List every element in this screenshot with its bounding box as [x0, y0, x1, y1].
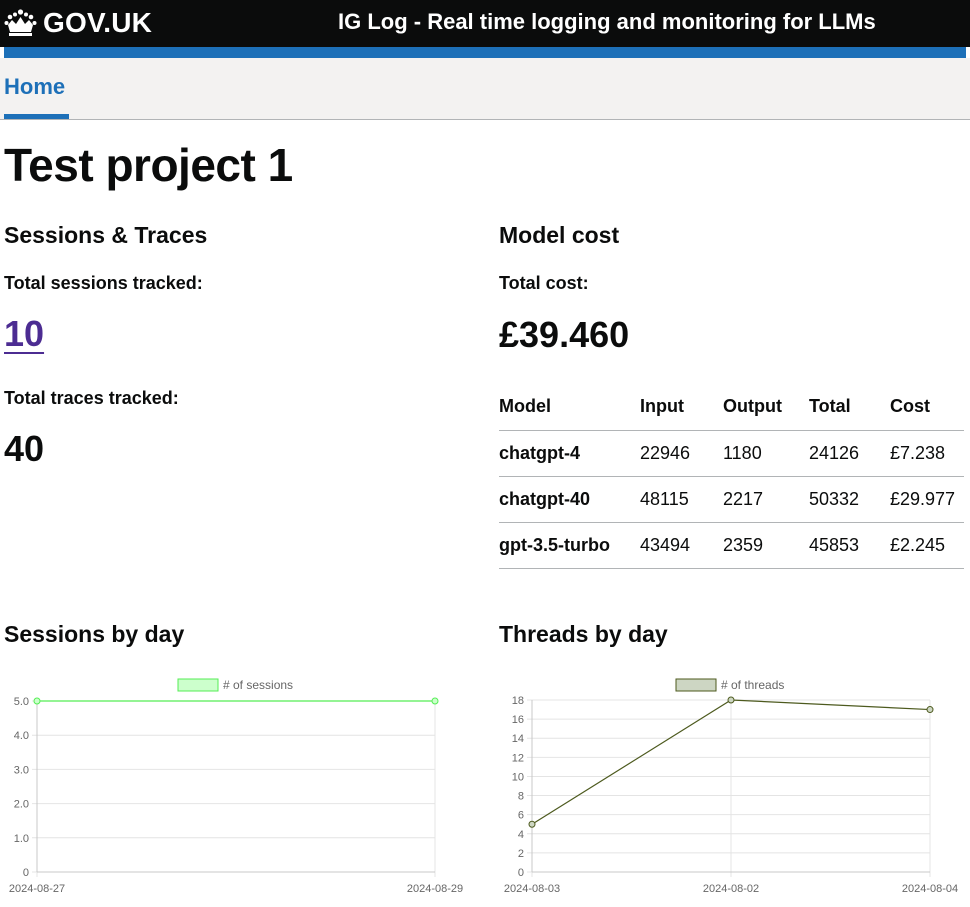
table-header-row: Model Input Output Total Cost: [499, 384, 964, 431]
cell-output: 2359: [723, 522, 809, 569]
crown-icon: [4, 9, 37, 36]
column-header-cost: Cost: [890, 384, 964, 431]
cell-cost: £2.245: [890, 522, 964, 569]
cell-model: chatgpt-4: [499, 430, 640, 477]
y-tick-label: 4: [518, 829, 524, 841]
y-tick-label: 8: [518, 791, 524, 803]
total-sessions-label: Total sessions tracked:: [4, 273, 203, 293]
y-tick-label: 2.0: [14, 799, 29, 811]
column-header-model: Model: [499, 384, 640, 431]
cell-model: chatgpt-40: [499, 476, 640, 523]
data-point: [528, 820, 536, 828]
sessions-chart-heading: Sessions by day: [4, 621, 185, 647]
data-point: [926, 706, 934, 714]
page-title: Test project 1: [4, 139, 293, 191]
nav-active-indicator: [4, 114, 69, 119]
total-cost-value: £39.460: [499, 314, 630, 355]
govuk-logo-link[interactable]: GOV.UK: [4, 6, 152, 40]
y-tick-label: 12: [512, 752, 524, 764]
y-tick-label: 18: [512, 695, 524, 707]
cell-total: 24126: [809, 430, 890, 477]
navigation-bar: Home: [0, 58, 970, 120]
data-point: [727, 696, 735, 704]
legend-swatch: [177, 678, 219, 692]
x-tick-label: 2024-08-03: [504, 883, 560, 895]
table-row: chatgpt-4 22946 1180 24126 £7.238: [499, 430, 964, 477]
column-header-output: Output: [723, 384, 809, 431]
header-accent-bar: [4, 47, 966, 58]
x-tick-label: 2024-08-02: [703, 883, 759, 895]
sessions-by-day-chart: 0 1.0 2.0 3.0 4.0 5.0 2024-08-27 2024-08-29 # of…: [9, 678, 463, 895]
cell-input: 22946: [640, 430, 723, 477]
govuk-logo-text: GOV.UK: [43, 7, 153, 38]
legend-label: # of sessions: [223, 678, 293, 692]
cell-input: 43494: [640, 522, 723, 569]
y-tick-label: 0: [518, 867, 524, 879]
threads-chart-heading: Threads by day: [499, 621, 668, 647]
table-row: chatgpt-40 48115 2217 50332 £29.977: [499, 476, 964, 523]
y-tick-label: 2: [518, 848, 524, 860]
cell-cost: £29.977: [890, 476, 964, 523]
y-tick-label: 1.0: [14, 833, 29, 845]
nav-item-home[interactable]: Home: [4, 74, 66, 99]
y-tick-label: 6: [518, 810, 524, 822]
legend-swatch: [675, 678, 717, 692]
cell-output: 1180: [723, 430, 809, 477]
total-cost-label: Total cost:: [499, 273, 589, 293]
x-tick-label: 2024-08-04: [902, 883, 958, 895]
column-header-total: Total: [809, 384, 890, 431]
y-tick-label: 0: [23, 867, 29, 879]
x-tick-label: 2024-08-29: [407, 883, 463, 895]
cell-cost: £7.238: [890, 430, 964, 477]
service-name[interactable]: IG Log - Real time logging and monitorin…: [338, 9, 876, 34]
x-tick-label: 2024-08-27: [9, 883, 65, 895]
cell-output: 2217: [723, 476, 809, 523]
y-tick-label: 4.0: [14, 730, 29, 742]
sessions-traces-heading: Sessions & Traces: [4, 222, 208, 248]
data-point: [33, 697, 41, 705]
y-tick-label: 16: [512, 714, 524, 726]
y-tick-label: 5.0: [14, 696, 29, 708]
column-header-input: Input: [640, 384, 723, 431]
threads-by-day-chart: 0 2 4 6 8 10 12 14 16 18 2024-08-03 2024-08-02 2024-…: [504, 678, 958, 895]
y-tick-label: 14: [512, 733, 524, 745]
y-tick-label: 3.0: [14, 764, 29, 776]
site-header: GOV.UK IG Log - Real time logging and mo…: [0, 0, 970, 47]
data-point: [431, 697, 439, 705]
total-sessions-link[interactable]: 10: [4, 313, 45, 354]
legend-label: # of threads: [721, 678, 784, 692]
cell-total: 45853: [809, 522, 890, 569]
total-traces-value: 40: [4, 428, 45, 469]
model-cost-heading: Model cost: [499, 222, 620, 248]
y-tick-label: 10: [512, 771, 524, 783]
total-traces-label: Total traces tracked:: [4, 388, 179, 408]
cell-model: gpt-3.5-turbo: [499, 522, 640, 569]
model-cost-table: Model Input Output Total Cost chatgpt-4 …: [499, 384, 964, 569]
table-row: gpt-3.5-turbo 43494 2359 45853 £2.245: [499, 522, 964, 569]
cell-input: 48115: [640, 476, 723, 523]
cell-total: 50332: [809, 476, 890, 523]
